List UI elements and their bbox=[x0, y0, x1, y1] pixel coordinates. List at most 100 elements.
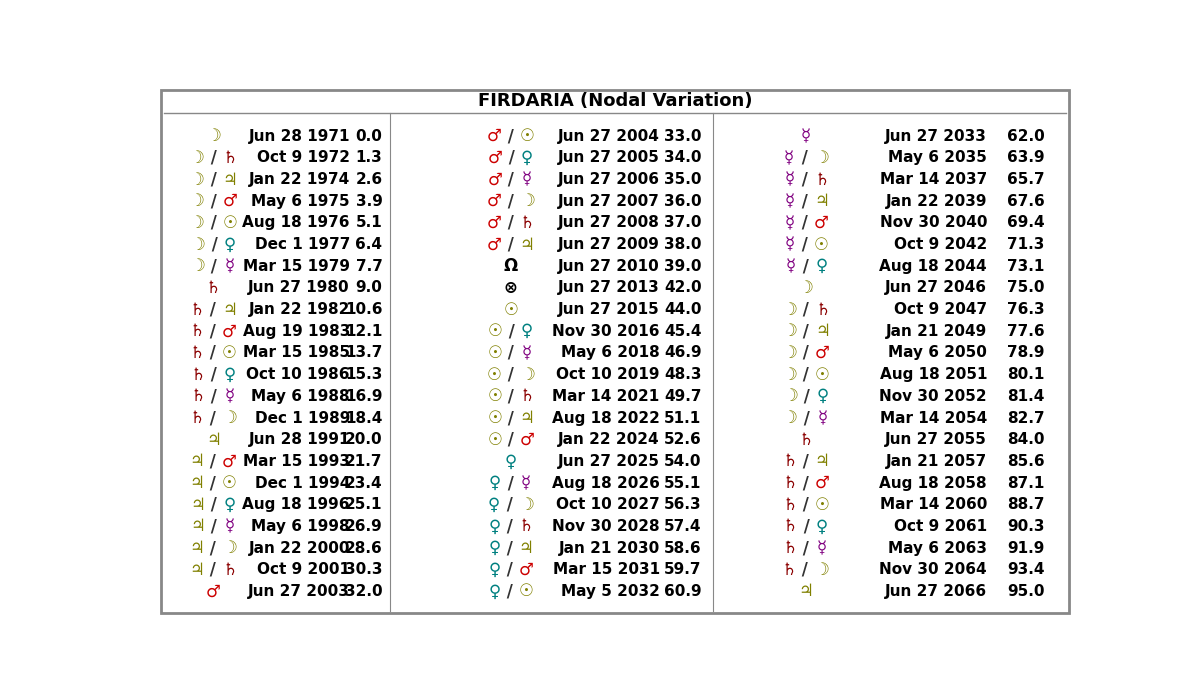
Text: Jun 27 2066: Jun 27 2066 bbox=[884, 584, 986, 599]
Text: 85.6: 85.6 bbox=[1007, 454, 1045, 469]
Text: /: / bbox=[502, 192, 520, 210]
Text: ☿: ☿ bbox=[785, 235, 794, 253]
Text: /: / bbox=[503, 344, 520, 362]
Text: ☽: ☽ bbox=[782, 388, 798, 405]
Text: ♂: ♂ bbox=[488, 149, 503, 167]
Text: /: / bbox=[797, 344, 815, 362]
Text: ☽: ☽ bbox=[782, 365, 797, 383]
Text: ☉: ☉ bbox=[487, 431, 502, 449]
Text: ♃: ♃ bbox=[814, 192, 829, 210]
Text: ♀: ♀ bbox=[223, 496, 235, 514]
Text: 35.0: 35.0 bbox=[664, 172, 702, 187]
Text: 93.4: 93.4 bbox=[1007, 562, 1045, 577]
Text: ☉: ☉ bbox=[487, 409, 502, 427]
Text: /: / bbox=[502, 474, 520, 492]
Text: ♀: ♀ bbox=[488, 539, 500, 557]
Text: 0.0: 0.0 bbox=[355, 129, 383, 143]
Text: 37.0: 37.0 bbox=[664, 215, 702, 230]
Text: ♄: ♄ bbox=[814, 171, 829, 189]
Text: 26.9: 26.9 bbox=[344, 519, 383, 534]
Text: ♄: ♄ bbox=[782, 517, 798, 535]
Text: ♀: ♀ bbox=[488, 583, 500, 601]
Text: ☽: ☽ bbox=[222, 409, 236, 427]
Text: 49.7: 49.7 bbox=[664, 389, 702, 404]
Text: Jun 27 2007: Jun 27 2007 bbox=[558, 193, 660, 209]
Text: 46.9: 46.9 bbox=[664, 345, 702, 361]
Text: ♃: ♃ bbox=[190, 474, 204, 492]
Text: May 6 1975: May 6 1975 bbox=[251, 193, 350, 209]
Text: ♀: ♀ bbox=[521, 322, 533, 340]
Text: Oct 9 2061: Oct 9 2061 bbox=[894, 519, 986, 534]
Text: 75.0: 75.0 bbox=[1007, 280, 1045, 295]
Text: ♀: ♀ bbox=[816, 517, 828, 535]
Text: /: / bbox=[502, 235, 520, 253]
Text: ☿: ☿ bbox=[785, 214, 794, 232]
Text: ☽: ☽ bbox=[815, 561, 829, 579]
Text: /: / bbox=[797, 474, 815, 492]
Text: /: / bbox=[503, 149, 521, 167]
Text: ♂: ♂ bbox=[206, 583, 221, 601]
Text: ♄: ♄ bbox=[190, 322, 204, 340]
Text: ♂: ♂ bbox=[222, 452, 236, 470]
Text: ☽: ☽ bbox=[190, 258, 205, 275]
Text: 33.0: 33.0 bbox=[664, 129, 702, 143]
Text: 34.0: 34.0 bbox=[664, 150, 702, 166]
Text: Nov 30 2028: Nov 30 2028 bbox=[552, 519, 660, 534]
Text: 20.0: 20.0 bbox=[344, 432, 383, 448]
Text: 90.3: 90.3 bbox=[1007, 519, 1045, 534]
Text: ☉: ☉ bbox=[222, 474, 236, 492]
Text: /: / bbox=[797, 496, 815, 514]
Text: ♃: ♃ bbox=[222, 171, 238, 189]
Text: 80.1: 80.1 bbox=[1007, 367, 1045, 382]
Text: ♃: ♃ bbox=[190, 539, 204, 557]
Text: /: / bbox=[502, 539, 518, 557]
Text: May 5 2032: May 5 2032 bbox=[560, 584, 660, 599]
Text: ♄: ♄ bbox=[520, 214, 534, 232]
Text: Jun 27 1980: Jun 27 1980 bbox=[248, 280, 350, 295]
Text: Oct 10 1986: Oct 10 1986 bbox=[246, 367, 350, 382]
Text: ♀: ♀ bbox=[815, 258, 828, 275]
Text: ♄: ♄ bbox=[782, 496, 797, 514]
Text: ♄: ♄ bbox=[782, 539, 797, 557]
Text: ♃: ♃ bbox=[520, 409, 534, 427]
Text: ☽: ☽ bbox=[190, 214, 204, 232]
Text: ♃: ♃ bbox=[222, 301, 236, 319]
Text: 9.0: 9.0 bbox=[355, 280, 383, 295]
Text: /: / bbox=[502, 214, 520, 232]
Text: Jun 27 2004: Jun 27 2004 bbox=[558, 129, 660, 143]
Text: 51.1: 51.1 bbox=[665, 411, 702, 425]
Text: ☉: ☉ bbox=[504, 301, 518, 319]
Text: Jun 27 2046: Jun 27 2046 bbox=[886, 280, 986, 295]
Text: /: / bbox=[502, 409, 520, 427]
Text: Aug 18 1996: Aug 18 1996 bbox=[242, 497, 350, 512]
Text: ☽: ☽ bbox=[520, 192, 534, 210]
Text: Mar 15 1993: Mar 15 1993 bbox=[242, 454, 350, 469]
Text: /: / bbox=[502, 388, 520, 405]
Text: Jun 27 2025: Jun 27 2025 bbox=[558, 454, 660, 469]
Text: ♂: ♂ bbox=[487, 214, 502, 232]
Text: Mar 15 1985: Mar 15 1985 bbox=[242, 345, 350, 361]
Text: ♄: ♄ bbox=[222, 561, 236, 579]
Text: Oct 9 2001: Oct 9 2001 bbox=[257, 562, 350, 577]
Text: 52.6: 52.6 bbox=[664, 432, 702, 448]
Text: ♂: ♂ bbox=[487, 235, 502, 253]
Text: Jun 27 2055: Jun 27 2055 bbox=[886, 432, 986, 448]
Text: /: / bbox=[502, 365, 520, 383]
Text: ☽: ☽ bbox=[191, 235, 205, 253]
Text: 30.3: 30.3 bbox=[346, 562, 383, 577]
Text: ☽: ☽ bbox=[206, 127, 221, 145]
Text: Mar 14 2054: Mar 14 2054 bbox=[880, 411, 986, 425]
Text: ♃: ♃ bbox=[190, 561, 204, 579]
Text: /: / bbox=[502, 517, 518, 535]
Text: /: / bbox=[204, 301, 222, 319]
Text: 16.9: 16.9 bbox=[346, 389, 383, 404]
Text: Nov 30 2016: Nov 30 2016 bbox=[552, 324, 660, 339]
Text: 77.6: 77.6 bbox=[1007, 324, 1045, 339]
Text: ☿: ☿ bbox=[785, 171, 794, 189]
Text: ♄: ♄ bbox=[815, 301, 830, 319]
Text: /: / bbox=[797, 539, 815, 557]
Text: /: / bbox=[205, 192, 222, 210]
Text: ☽: ☽ bbox=[782, 409, 797, 427]
Text: 69.4: 69.4 bbox=[1007, 215, 1045, 230]
Text: /: / bbox=[205, 517, 222, 535]
